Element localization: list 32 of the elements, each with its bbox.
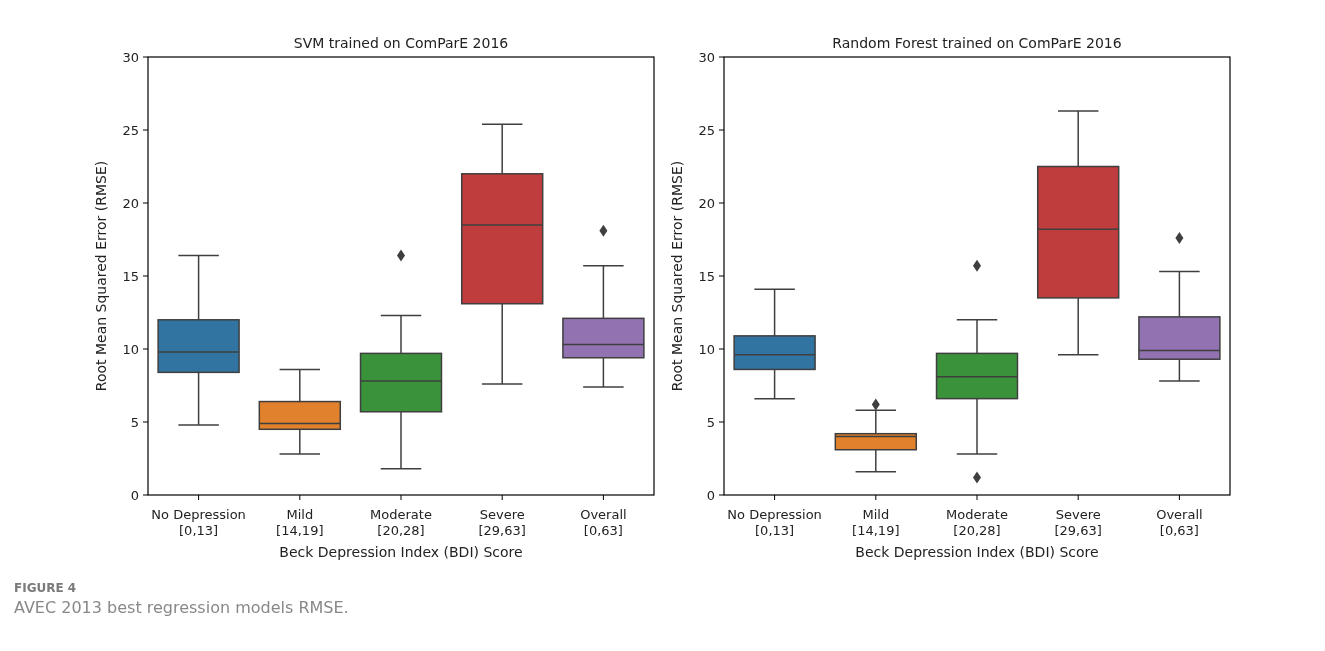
chart-title: Random Forest trained on ComParE 2016 bbox=[832, 35, 1122, 51]
y-tick-label: 20 bbox=[698, 195, 715, 211]
y-tick-label: 5 bbox=[130, 414, 139, 430]
y-tick-label: 15 bbox=[698, 268, 715, 284]
text: AVEC 2013 best regression models RMSE. bbox=[14, 598, 349, 617]
y-tick-label: 15 bbox=[122, 268, 139, 284]
y-tick-label: 30 bbox=[698, 49, 715, 65]
x-tick-label: Severe [29,63] bbox=[478, 507, 526, 538]
x-tick-label: No Depression [0,13] bbox=[151, 507, 246, 538]
x-axis-title: Beck Depression Index (BDI) Score bbox=[855, 544, 1099, 560]
x-tick-label: Mild [14,19] bbox=[852, 507, 900, 538]
y-tick-label: 5 bbox=[706, 414, 715, 430]
x-tick-label: Overall [0,63] bbox=[580, 507, 627, 538]
x-tick-label: Severe [29,63] bbox=[1054, 507, 1102, 538]
y-tick-label: 20 bbox=[122, 195, 139, 211]
y-tick-label: 10 bbox=[698, 341, 715, 357]
x-tick-label: Moderate [20,28] bbox=[370, 507, 432, 538]
y-axis-title: Root Mean Squared Error (RMSE) bbox=[669, 160, 685, 392]
y-tick-label: 0 bbox=[706, 487, 715, 503]
caption: FIGURE 4 bbox=[14, 581, 77, 595]
x-axis-title: Beck Depression Index (BDI) Score bbox=[279, 544, 523, 560]
y-axis-title: Root Mean Squared Error (RMSE) bbox=[93, 160, 109, 392]
chart-title: SVM trained on ComParE 2016 bbox=[293, 35, 509, 51]
y-tick-label: 0 bbox=[130, 487, 139, 503]
x-tick-label: Mild [14,19] bbox=[276, 507, 324, 538]
y-tick-label: 25 bbox=[698, 122, 715, 138]
x-tick-label: No Depression [0,13] bbox=[727, 507, 822, 538]
x-tick-label: Moderate [20,28] bbox=[946, 507, 1008, 538]
y-tick-label: 25 bbox=[122, 122, 139, 138]
x-tick-label: Overall [0,63] bbox=[1156, 507, 1203, 538]
y-tick-label: 10 bbox=[122, 341, 139, 357]
y-tick-label: 30 bbox=[122, 49, 139, 65]
